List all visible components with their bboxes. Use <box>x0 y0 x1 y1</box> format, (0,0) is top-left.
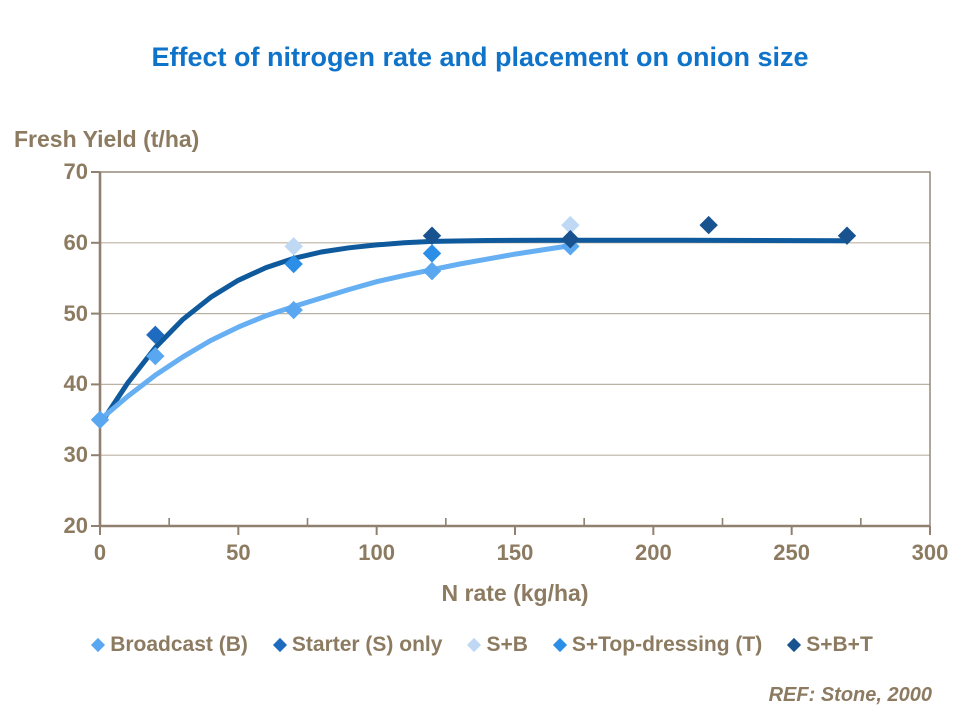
legend-label: S+B+T <box>806 633 873 656</box>
chart-title: Effect of nitrogen rate and placement on… <box>151 42 809 72</box>
data-point-marker <box>146 325 165 345</box>
x-axis-title: N rate (kg/ha) <box>441 580 589 606</box>
diamond-icon <box>467 637 482 653</box>
y-tick-label: 30 <box>63 442 88 468</box>
data-point-marker <box>90 410 110 429</box>
legend-label: S+Top-dressing (T) <box>571 633 763 656</box>
data-point-marker <box>422 226 442 245</box>
trendline <box>97 237 850 428</box>
data-point-marker <box>561 230 580 249</box>
x-tick-label: 200 <box>634 540 672 565</box>
data-point-marker <box>561 215 580 235</box>
legend-item: S+B+T <box>787 633 873 657</box>
legend-label: Starter (S) only <box>291 633 443 656</box>
legend-label: Broadcast (B) <box>110 633 248 656</box>
trendline <box>97 243 573 423</box>
x-tick-label: 0 <box>93 540 107 565</box>
x-tick-label: 150 <box>496 540 534 565</box>
y-tick-label: 60 <box>63 229 88 255</box>
legend-label: S+B <box>486 633 528 656</box>
x-tick-label: 250 <box>773 540 811 565</box>
data-point-marker <box>284 300 303 320</box>
legend-item: Starter (S) only <box>272 633 443 657</box>
legend-item: S+Top-dressing (T) <box>552 633 763 657</box>
data-point-marker <box>422 244 442 263</box>
data-point-marker <box>146 346 165 366</box>
y-axis-title: Fresh Yield (t/ha) <box>14 126 200 152</box>
x-tick-label: 50 <box>226 540 251 565</box>
data-point-marker <box>284 237 303 256</box>
data-point-marker <box>422 261 442 281</box>
plot-frame <box>99 171 931 527</box>
data-point-marker <box>837 226 857 245</box>
x-tick-label: 300 <box>911 540 949 565</box>
diamond-icon <box>91 637 106 653</box>
legend: Broadcast (B) Starter (S) only S+B S+Top-dr… <box>0 633 960 657</box>
y-tick-label: 40 <box>63 371 88 397</box>
y-tick-label: 20 <box>63 513 88 538</box>
data-point-marker <box>284 254 303 274</box>
legend-item: S+B <box>467 633 528 657</box>
diamond-icon <box>787 637 802 653</box>
legend-item: Broadcast (B) <box>91 633 248 657</box>
y-tick-label: 50 <box>63 300 88 326</box>
diamond-icon <box>272 637 287 653</box>
data-point-marker <box>699 215 718 235</box>
reference-note: REF: Stone, 2000 <box>768 684 932 706</box>
y-tick-label: 70 <box>63 159 88 184</box>
diamond-icon <box>552 637 567 653</box>
x-tick-label: 100 <box>358 540 396 565</box>
